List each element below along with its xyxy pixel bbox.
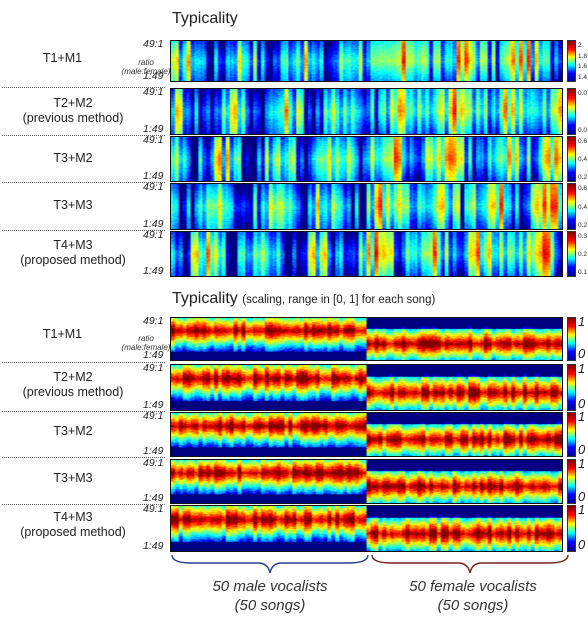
top-ytick-top-4: 49:1 xyxy=(143,229,164,241)
bottom-colorbar-3 xyxy=(567,459,576,504)
bottom-cbar-tick-top-0: 1 xyxy=(578,314,586,329)
top-divider-3 xyxy=(2,230,165,231)
top-ytick-bottom-4: 1:49 xyxy=(143,265,164,277)
top-heatmap-0 xyxy=(170,40,563,82)
top-colorbar-2 xyxy=(567,136,576,182)
bottom-cbar-tick-top-3: 1 xyxy=(578,456,586,471)
female-brace xyxy=(371,554,569,574)
bottom-section-title: Typicality (scaling, range in [0, 1] for… xyxy=(172,290,435,308)
bottom-cbar-tick-bottom-2: 0 xyxy=(578,442,586,457)
top-cbar-tick-4-0: 0.3 xyxy=(578,233,588,240)
bottom-heatmap-1 xyxy=(170,364,563,411)
top-ytick-bottom-3: 1:49 xyxy=(143,218,164,230)
top-cbar-tick-4-1: 0.2 xyxy=(578,251,588,258)
top-ytick-top-2: 49:1 xyxy=(143,134,164,146)
male-brace xyxy=(171,554,369,574)
top-row-label-3: T3+M3 xyxy=(53,198,93,212)
bottom-ytick-top-4: 49:1 xyxy=(143,503,164,515)
top-ytick-top-1: 49:1 xyxy=(143,86,164,98)
top-divider-0 xyxy=(2,87,165,88)
bottom-cbar-tick-bottom-4: 0 xyxy=(578,537,586,552)
top-cbar-tick-1-1: 0.0 xyxy=(578,127,588,134)
top-ytick-bottom-0: 1:49 xyxy=(143,70,164,82)
bottom-ytick-bottom-3: 1:49 xyxy=(143,492,164,504)
top-heatmap-4 xyxy=(170,231,563,277)
top-colorbar-1 xyxy=(567,88,576,135)
female-group-label: 50 female vocalists (50 songs) xyxy=(409,578,537,614)
bottom-row-label-1: T2+M2 (previous method) xyxy=(22,370,124,399)
bottom-cbar-tick-top-2: 1 xyxy=(578,409,586,424)
bottom-cbar-tick-top-4: 1 xyxy=(578,502,586,517)
top-cbar-tick-0-1: 1.8 xyxy=(578,52,588,60)
bottom-ytick-bottom-2: 1:49 xyxy=(143,445,164,457)
top-cbar-tick-3-1: 0.4 xyxy=(578,203,588,211)
top-section-title: Typicality xyxy=(172,10,238,28)
bottom-cbar-tick-top-1: 1 xyxy=(578,361,586,376)
bottom-row-label-0: T1+M1 xyxy=(42,327,83,341)
bottom-cbar-tick-bottom-0: 0 xyxy=(578,346,586,361)
bottom-colorbar-1 xyxy=(567,364,576,411)
bottom-ytick-bottom-0: 1:49 xyxy=(143,349,164,361)
top-divider-1 xyxy=(2,135,165,136)
top-row-label-4: T4+M3 (proposed method) xyxy=(20,238,126,267)
top-cbar-tick-0-2: 1.6 xyxy=(578,63,588,71)
top-cbar-tick-4-2: 0.1 xyxy=(578,269,588,276)
top-divider-2 xyxy=(2,182,165,183)
bottom-title-subtitle: (scaling, range in [0, 1] for each song) xyxy=(242,294,436,306)
bottom-title-text: Typicality xyxy=(172,290,238,307)
top-cbar-tick-1-0: 0.0 xyxy=(578,90,588,97)
bottom-ratio-label: ratio (male:female) xyxy=(121,334,171,352)
bottom-ytick-bottom-4: 1:49 xyxy=(143,540,164,552)
top-ratio-label: ratio (male:female) xyxy=(121,58,171,76)
bottom-cbar-tick-bottom-1: 0 xyxy=(578,396,586,411)
top-colorbar-0 xyxy=(567,40,576,82)
bottom-colorbar-4 xyxy=(567,505,576,552)
top-cbar-tick-0-0: 2 xyxy=(578,42,582,49)
bottom-heatmap-4 xyxy=(170,505,563,552)
bottom-divider-0 xyxy=(2,362,165,363)
top-row-label-0: T1+M1 xyxy=(42,51,83,65)
bottom-ytick-top-1: 49:1 xyxy=(143,362,164,374)
top-ytick-top-0: 49:1 xyxy=(143,38,164,50)
top-title-text: Typicality xyxy=(172,10,238,27)
bottom-ytick-top-3: 49:1 xyxy=(143,457,164,469)
bottom-divider-3 xyxy=(2,504,165,505)
bottom-heatmap-3 xyxy=(170,459,563,504)
bottom-colorbar-2 xyxy=(567,412,576,457)
top-cbar-tick-0-3: 1.4 xyxy=(578,74,588,81)
top-ytick-top-3: 49:1 xyxy=(143,181,164,193)
bottom-ytick-top-0: 49:1 xyxy=(143,315,164,327)
top-row-label-2: T3+M2 xyxy=(53,151,93,165)
top-row-label-1: T2+M2 (previous method) xyxy=(22,96,124,125)
top-heatmap-1 xyxy=(170,88,563,135)
bottom-ytick-top-2: 49:1 xyxy=(143,410,164,422)
top-colorbar-3 xyxy=(567,183,576,230)
male-group-label: 50 male vocalists (50 songs) xyxy=(212,578,328,614)
top-cbar-tick-2-0: 0.6 xyxy=(578,138,588,145)
top-ytick-bottom-1: 1:49 xyxy=(143,123,164,135)
top-heatmap-2 xyxy=(170,136,563,182)
top-cbar-tick-2-1: 0.4 xyxy=(578,156,588,163)
top-cbar-tick-2-2: 0.2 xyxy=(578,174,588,181)
top-ytick-bottom-2: 1:49 xyxy=(143,170,164,182)
top-cbar-tick-3-0: 0.6 xyxy=(578,185,588,192)
top-cbar-tick-3-2: 0.2 xyxy=(578,222,588,229)
bottom-heatmap-2 xyxy=(170,412,563,457)
bottom-ytick-bottom-1: 1:49 xyxy=(143,399,164,411)
bottom-divider-2 xyxy=(2,457,165,458)
bottom-divider-1 xyxy=(2,411,165,412)
bottom-row-label-4: T4+M3 (proposed method) xyxy=(20,510,126,539)
bottom-row-label-2: T3+M2 xyxy=(53,424,93,438)
bottom-colorbar-0 xyxy=(567,317,576,361)
bottom-heatmap-0 xyxy=(170,317,563,361)
bottom-cbar-tick-bottom-3: 0 xyxy=(578,489,586,504)
top-heatmap-3 xyxy=(170,183,563,230)
bottom-row-label-3: T3+M3 xyxy=(53,471,93,485)
top-colorbar-4 xyxy=(567,231,576,277)
